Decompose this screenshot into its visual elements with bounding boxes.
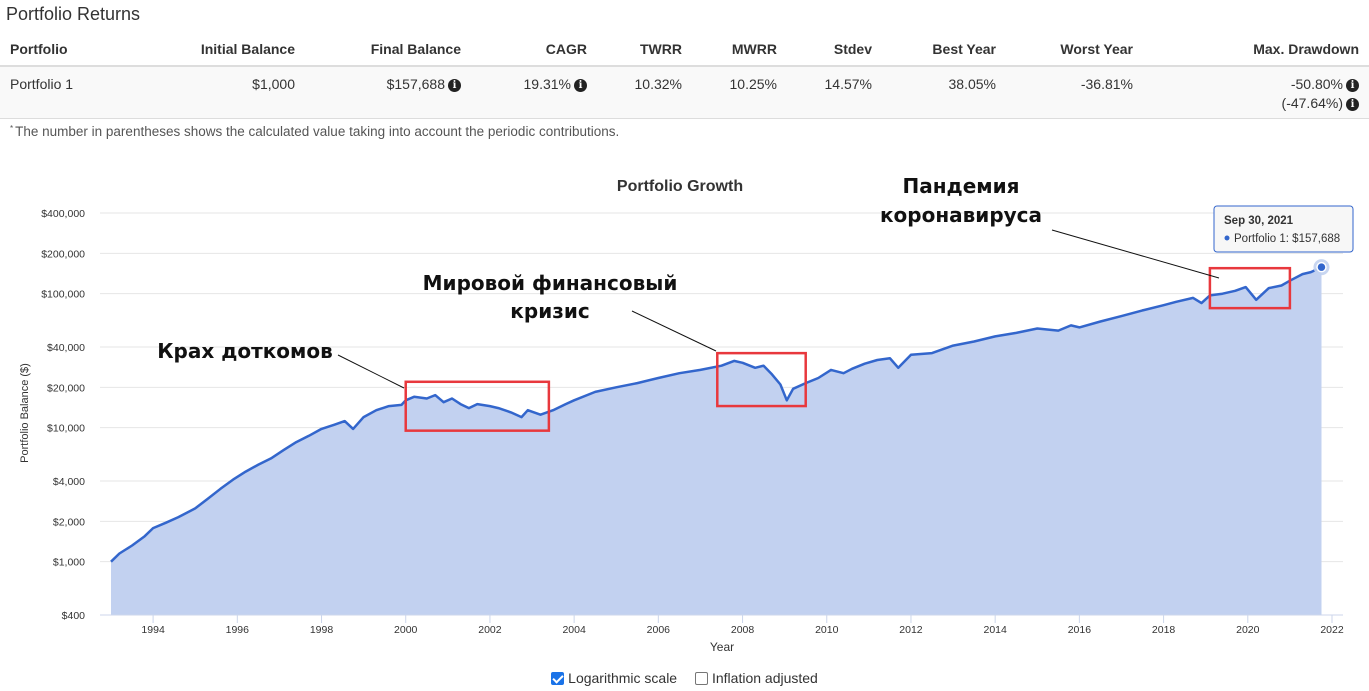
cell-best-year: 38.05% xyxy=(882,66,1006,119)
y-tick-label: $100,000 xyxy=(41,289,85,301)
annotation-label: Мировой финансовый xyxy=(423,271,678,295)
y-axis-title: Portfolio Balance ($) xyxy=(19,363,31,463)
annotation-leader-line xyxy=(1051,229,1220,279)
header-twrr[interactable]: TWRR xyxy=(597,32,692,67)
y-tick-label: $1,000 xyxy=(53,557,85,569)
x-tick-label: 2018 xyxy=(1152,624,1176,636)
log-scale-checkbox[interactable] xyxy=(551,671,565,685)
x-tick-label: 2008 xyxy=(731,624,755,636)
header-stdev[interactable]: Stdev xyxy=(787,32,882,67)
final-balance-value: $157,688 xyxy=(386,76,445,92)
footnote-marker: * xyxy=(10,124,14,133)
log-scale-label: Logarithmic scale xyxy=(568,670,678,686)
header-best-year[interactable]: Best Year xyxy=(882,32,1006,67)
annotation-leader-line xyxy=(631,310,717,352)
portfolio-returns-table: Portfolio Initial Balance Final Balance … xyxy=(0,32,1369,119)
annotation-label: Пандемия xyxy=(903,174,1020,198)
y-tick-label: $2,000 xyxy=(53,516,85,528)
y-tick-label: $20,000 xyxy=(47,382,85,394)
annotation-box xyxy=(716,351,807,408)
x-tick-label: 2010 xyxy=(815,624,839,636)
cell-cagr: 19.31% i xyxy=(471,66,597,119)
max-drawdown-value: -50.80% xyxy=(1290,76,1343,92)
cell-final-balance: $157,688 i xyxy=(305,66,471,119)
cell-max-drawdown: -50.80% i (-47.64%) i xyxy=(1143,66,1369,119)
tooltip-date: Sep 30, 2021 xyxy=(1224,215,1294,227)
header-worst-year[interactable]: Worst Year xyxy=(1006,32,1143,67)
header-max-drawdown[interactable]: Max. Drawdown xyxy=(1143,32,1369,67)
info-circle-icon[interactable]: i xyxy=(1346,98,1359,111)
info-circle-icon[interactable]: i xyxy=(574,79,587,92)
footnote: * The number in parentheses shows the cal… xyxy=(10,124,619,139)
header-cagr[interactable]: CAGR xyxy=(471,32,597,67)
x-tick-label: 2022 xyxy=(1320,624,1344,636)
header-initial-balance[interactable]: Initial Balance xyxy=(130,32,305,67)
x-axis-title: Year xyxy=(710,640,734,654)
table-row: Portfolio 1 $1,000 $157,688 i 19.31% i 10.… xyxy=(0,66,1369,119)
cell-stdev: 14.57% xyxy=(787,66,882,119)
annotation-box xyxy=(1208,266,1292,310)
inflation-checkbox[interactable] xyxy=(694,671,708,685)
footnote-text: The number in parentheses shows the calc… xyxy=(15,124,620,139)
hover-point xyxy=(1316,261,1327,273)
x-tick-label: 2004 xyxy=(562,624,586,636)
x-tick-label: 2016 xyxy=(1068,624,1092,636)
x-tick-label: 2014 xyxy=(983,624,1007,636)
cell-mwrr: 10.25% xyxy=(692,66,787,119)
x-tick-label: 2006 xyxy=(647,624,671,636)
cell-twrr: 10.32% xyxy=(597,66,692,119)
cagr-value: 19.31% xyxy=(523,76,571,92)
y-tick-label: $40,000 xyxy=(47,342,85,354)
table-header-row: Portfolio Initial Balance Final Balance … xyxy=(0,32,1369,67)
annotation-label: Крах доткомов xyxy=(157,339,333,363)
cell-initial-balance: $1,000 xyxy=(130,66,305,119)
x-tick-label: 1996 xyxy=(226,624,250,636)
tooltip-series-dot xyxy=(1224,235,1230,241)
annotation-label: коронавируса xyxy=(880,203,1042,227)
header-final-balance[interactable]: Final Balance xyxy=(305,32,471,67)
chart-title: Portfolio Growth xyxy=(617,178,743,195)
annotation-leader-line xyxy=(337,354,405,389)
x-tick-label: 1994 xyxy=(141,624,165,636)
section-title: Portfolio Returns xyxy=(6,4,141,24)
x-tick-label: 2020 xyxy=(1236,624,1260,636)
max-drawdown-contrib-value: (-47.64%) xyxy=(1281,95,1343,111)
y-tick-label: $400,000 xyxy=(41,208,85,220)
y-tick-label: $10,000 xyxy=(47,423,85,435)
cell-worst-year: -36.81% xyxy=(1006,66,1143,119)
tooltip-series-value: Portfolio 1: $157,688 xyxy=(1234,233,1340,245)
x-tick-label: 2002 xyxy=(478,624,502,636)
portfolio-growth-chart: $400 $1,000 $2,000 $4,000 $10,000 $20,000 $40,… xyxy=(19,174,1354,654)
chart-options: Logarithmic scale Inflation adjusted xyxy=(0,670,1369,688)
x-tick-label: 2012 xyxy=(899,624,923,636)
info-circle-icon[interactable]: i xyxy=(448,79,461,92)
x-tick-label: 1998 xyxy=(310,624,334,636)
x-tick-label: 2000 xyxy=(394,624,418,636)
tooltip-box xyxy=(1213,205,1354,253)
inflation-label: Inflation adjusted xyxy=(711,670,818,686)
y-tick-label: $4,000 xyxy=(53,476,85,488)
header-mwrr[interactable]: MWRR xyxy=(692,32,787,67)
series-line xyxy=(110,266,1323,563)
log-scale-toggle[interactable]: Logarithmic scale xyxy=(551,670,677,686)
header-portfolio[interactable]: Portfolio xyxy=(0,32,130,67)
series-area xyxy=(111,267,1322,615)
cell-portfolio: Portfolio 1 xyxy=(0,66,130,119)
y-tick-label: $400 xyxy=(62,610,86,622)
annotation-label: кризис xyxy=(510,299,589,323)
y-tick-label: $200,000 xyxy=(41,248,85,260)
annotation-box xyxy=(404,380,551,432)
inflation-toggle[interactable]: Inflation adjusted xyxy=(694,670,818,686)
info-circle-icon[interactable]: i xyxy=(1346,79,1359,92)
